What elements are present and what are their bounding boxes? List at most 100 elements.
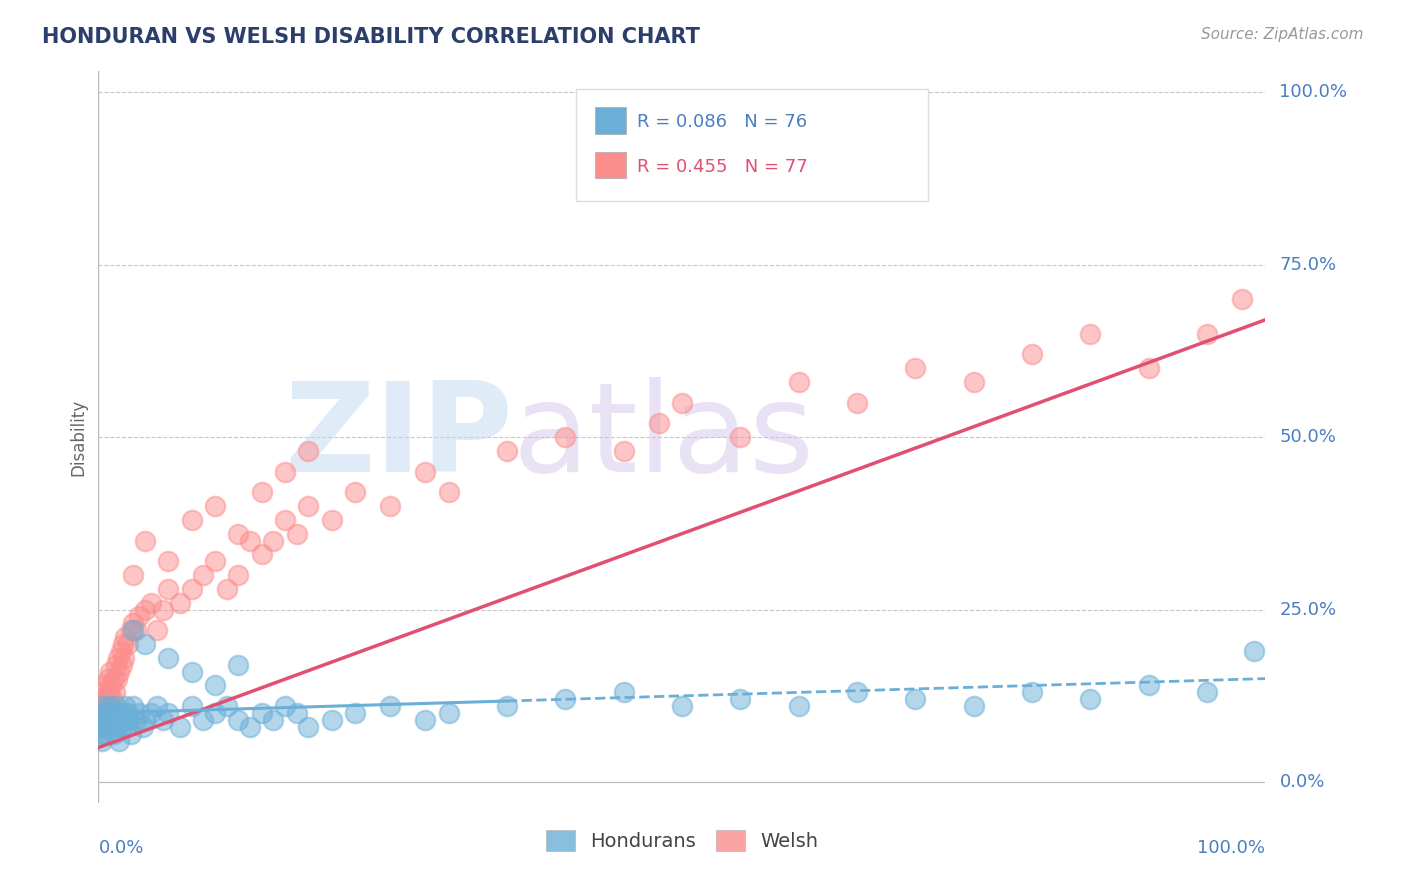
Point xyxy=(100,678,122,692)
Point xyxy=(554,692,576,706)
Point xyxy=(1243,644,1265,658)
Point xyxy=(97,720,120,734)
Point xyxy=(117,637,139,651)
Point xyxy=(107,706,129,720)
Point xyxy=(1080,326,1102,341)
Point xyxy=(128,609,150,624)
Point xyxy=(105,672,128,686)
Point xyxy=(117,706,139,720)
Point xyxy=(204,706,226,720)
Point xyxy=(380,699,402,714)
Point xyxy=(787,375,810,389)
Point xyxy=(274,699,297,714)
Legend: Hondurans, Welsh: Hondurans, Welsh xyxy=(538,822,825,859)
Point xyxy=(1080,692,1102,706)
Point xyxy=(122,699,145,714)
Point xyxy=(90,727,112,741)
Text: 0.0%: 0.0% xyxy=(1279,773,1324,791)
Point xyxy=(262,713,284,727)
Y-axis label: Disability: Disability xyxy=(69,399,87,475)
Point xyxy=(904,692,927,706)
Point xyxy=(134,602,156,616)
Point xyxy=(111,720,134,734)
Point xyxy=(101,692,124,706)
Point xyxy=(215,582,238,596)
Point xyxy=(97,672,120,686)
Point xyxy=(297,499,319,513)
Point xyxy=(321,513,343,527)
Point xyxy=(262,533,284,548)
Point xyxy=(90,692,112,706)
Point xyxy=(228,657,250,672)
Point xyxy=(104,685,127,699)
Point xyxy=(146,624,169,638)
Point xyxy=(1021,347,1043,361)
Point xyxy=(97,699,120,714)
Point xyxy=(104,713,127,727)
Point xyxy=(193,568,215,582)
Point xyxy=(91,685,114,699)
Point xyxy=(89,706,111,720)
Point xyxy=(962,375,984,389)
Point xyxy=(413,713,436,727)
Point xyxy=(91,699,114,714)
Point xyxy=(89,713,111,727)
Point xyxy=(104,699,127,714)
Point xyxy=(110,713,132,727)
Point xyxy=(1230,292,1253,306)
Point xyxy=(134,533,156,548)
Point xyxy=(612,443,634,458)
Point xyxy=(139,706,162,720)
Point xyxy=(730,430,752,444)
Point xyxy=(274,465,297,479)
Point xyxy=(111,657,134,672)
Point xyxy=(107,651,129,665)
Point xyxy=(413,465,436,479)
Point xyxy=(108,733,131,747)
Point xyxy=(91,706,114,720)
Point xyxy=(90,713,112,727)
Point xyxy=(274,513,297,527)
Point xyxy=(180,699,202,714)
Text: 75.0%: 75.0% xyxy=(1279,256,1337,274)
Point xyxy=(103,672,125,686)
Point xyxy=(134,713,156,727)
Point xyxy=(285,706,308,720)
Point xyxy=(321,713,343,727)
Point xyxy=(554,430,576,444)
Point xyxy=(90,699,112,714)
Point xyxy=(297,443,319,458)
Text: 0.0%: 0.0% xyxy=(98,839,143,857)
Point xyxy=(904,361,927,376)
Text: 50.0%: 50.0% xyxy=(1279,428,1336,446)
Point xyxy=(1197,685,1219,699)
Point xyxy=(93,713,115,727)
Point xyxy=(96,692,118,706)
Point xyxy=(120,624,142,638)
Point xyxy=(787,699,810,714)
Point xyxy=(437,485,460,500)
Point xyxy=(730,692,752,706)
Text: atlas: atlas xyxy=(513,376,815,498)
Point xyxy=(118,713,141,727)
Point xyxy=(122,616,145,631)
Point xyxy=(193,713,215,727)
Point xyxy=(101,706,124,720)
Point xyxy=(120,727,142,741)
Point xyxy=(152,713,174,727)
Point xyxy=(180,582,202,596)
Point xyxy=(128,706,150,720)
Point xyxy=(103,727,125,741)
Point xyxy=(496,443,519,458)
Text: Source: ZipAtlas.com: Source: ZipAtlas.com xyxy=(1201,27,1364,42)
Point xyxy=(98,665,121,679)
Point xyxy=(1137,361,1160,376)
Point xyxy=(380,499,402,513)
Point xyxy=(204,678,226,692)
Point xyxy=(100,720,122,734)
Point xyxy=(228,713,250,727)
Text: 100.0%: 100.0% xyxy=(1279,83,1347,101)
Point xyxy=(228,526,250,541)
Point xyxy=(297,720,319,734)
Point xyxy=(111,706,134,720)
